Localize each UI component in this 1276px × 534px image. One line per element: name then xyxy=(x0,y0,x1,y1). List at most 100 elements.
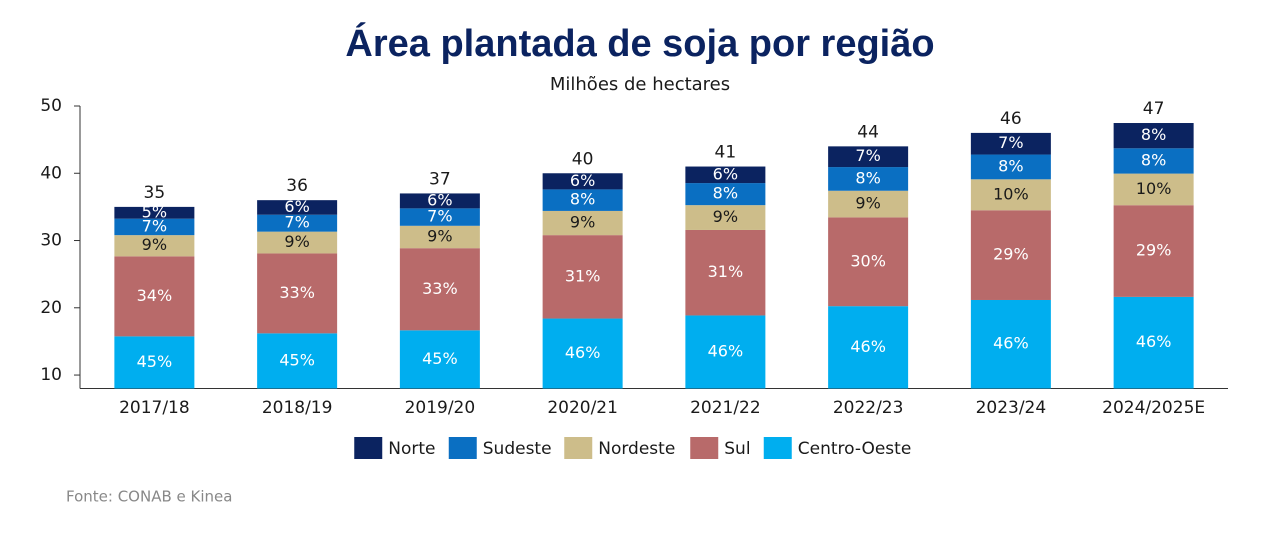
segment-label: 33% xyxy=(279,283,315,302)
legend-swatch xyxy=(690,437,719,459)
legend-label: Centro-Oeste xyxy=(798,439,912,459)
bar-segment xyxy=(399,208,480,226)
bar-segment xyxy=(828,167,909,191)
bar-segment xyxy=(970,299,1051,389)
bar-segment xyxy=(114,256,195,337)
bar-segment xyxy=(685,315,766,389)
bar-segment xyxy=(542,210,623,236)
bar-segment xyxy=(257,214,338,232)
segment-label: 7% xyxy=(284,213,309,232)
bar-segment xyxy=(828,306,909,389)
bar-segment xyxy=(1113,148,1194,174)
segment-label: 5% xyxy=(142,202,167,221)
bar-segment xyxy=(114,235,195,257)
segment-label: 8% xyxy=(713,184,738,203)
segment-label: 33% xyxy=(422,279,458,298)
segment-label: 10% xyxy=(993,184,1029,203)
x-tick-label: 2021/22 xyxy=(690,398,761,418)
bar-segment xyxy=(1113,296,1194,389)
total-label: 47 xyxy=(1143,99,1165,119)
bar-segment xyxy=(685,205,766,230)
bar-segment xyxy=(1113,205,1194,297)
segment-label: 9% xyxy=(427,226,452,245)
segment-label: 34% xyxy=(137,286,173,305)
x-tick-label: 2024/2025E xyxy=(1102,398,1205,418)
segment-label: 8% xyxy=(855,168,880,187)
bar-segment xyxy=(257,253,338,334)
bar-segment xyxy=(970,210,1051,300)
total-label: 41 xyxy=(715,143,737,163)
segment-label: 9% xyxy=(713,207,738,226)
segment-label: 31% xyxy=(565,266,601,285)
segment-label: 30% xyxy=(850,251,886,270)
chart-subtitle: Milhões de hectares xyxy=(550,74,730,95)
bar-segment xyxy=(542,318,623,389)
segment-label: 6% xyxy=(427,190,452,209)
bar-segment xyxy=(685,229,766,316)
total-label: 40 xyxy=(572,149,594,169)
segment-label: 7% xyxy=(855,146,880,165)
x-tick-label: 2023/24 xyxy=(976,398,1047,418)
segment-label: 6% xyxy=(570,171,595,190)
bar-segment xyxy=(828,217,909,307)
bar-segment xyxy=(257,200,338,215)
segment-label: 46% xyxy=(850,337,886,356)
segment-label: 45% xyxy=(279,350,315,369)
bar-segment xyxy=(1113,123,1194,149)
total-label: 37 xyxy=(429,169,451,189)
legend-swatch xyxy=(354,437,383,459)
y-tick-label: 30 xyxy=(40,231,62,251)
bar-segment xyxy=(1113,173,1194,206)
bar-segment xyxy=(970,154,1051,180)
bar-segment xyxy=(399,225,480,249)
bar-segment xyxy=(542,235,623,319)
segment-label: 45% xyxy=(422,349,458,368)
segment-label: 9% xyxy=(284,232,309,251)
segment-label: 31% xyxy=(708,262,744,281)
bar-segment xyxy=(257,333,338,389)
legend-label: Nordeste xyxy=(598,439,675,459)
segment-label: 8% xyxy=(998,156,1023,175)
total-label: 46 xyxy=(1000,109,1022,129)
bar-segment xyxy=(542,173,623,190)
segment-label: 9% xyxy=(570,213,595,232)
bar-segment xyxy=(257,231,338,254)
bar-segment xyxy=(828,190,909,218)
legend-label: Norte xyxy=(388,439,435,459)
bar-segment xyxy=(542,189,623,211)
segment-label: 8% xyxy=(1141,125,1166,144)
total-label: 36 xyxy=(286,176,308,196)
bar-segment xyxy=(970,179,1051,211)
segment-label: 8% xyxy=(570,190,595,209)
bar-segment xyxy=(399,248,480,331)
total-label: 44 xyxy=(857,122,879,142)
segment-label: 29% xyxy=(993,245,1029,264)
segment-label: 7% xyxy=(427,207,452,226)
bar-segment xyxy=(685,166,766,184)
x-tick-label: 2020/21 xyxy=(547,398,618,418)
y-tick-label: 10 xyxy=(40,365,62,385)
bar-segment xyxy=(399,330,480,389)
segment-label: 7% xyxy=(998,133,1023,152)
bar-segment xyxy=(685,183,766,206)
segment-label: 29% xyxy=(1136,241,1172,260)
segment-label: 10% xyxy=(1136,179,1172,198)
legend-swatch xyxy=(448,437,477,459)
segment-label: 46% xyxy=(993,334,1029,353)
source-note: Fonte: CONAB e Kinea xyxy=(66,488,232,506)
segment-label: 46% xyxy=(1136,332,1172,351)
segment-label: 46% xyxy=(565,343,601,362)
legend-label: Sul xyxy=(724,439,750,459)
segment-label: 9% xyxy=(855,194,880,213)
total-label: 35 xyxy=(144,183,166,203)
y-tick-label: 40 xyxy=(40,163,62,183)
y-tick-label: 20 xyxy=(40,298,62,318)
x-tick-label: 2018/19 xyxy=(262,398,333,418)
x-tick-label: 2019/20 xyxy=(405,398,476,418)
x-tick-label: 2022/23 xyxy=(833,398,904,418)
segment-label: 6% xyxy=(284,197,309,216)
bar-segment xyxy=(114,336,195,389)
bar-segment xyxy=(114,218,195,236)
bar-segment xyxy=(828,146,909,168)
